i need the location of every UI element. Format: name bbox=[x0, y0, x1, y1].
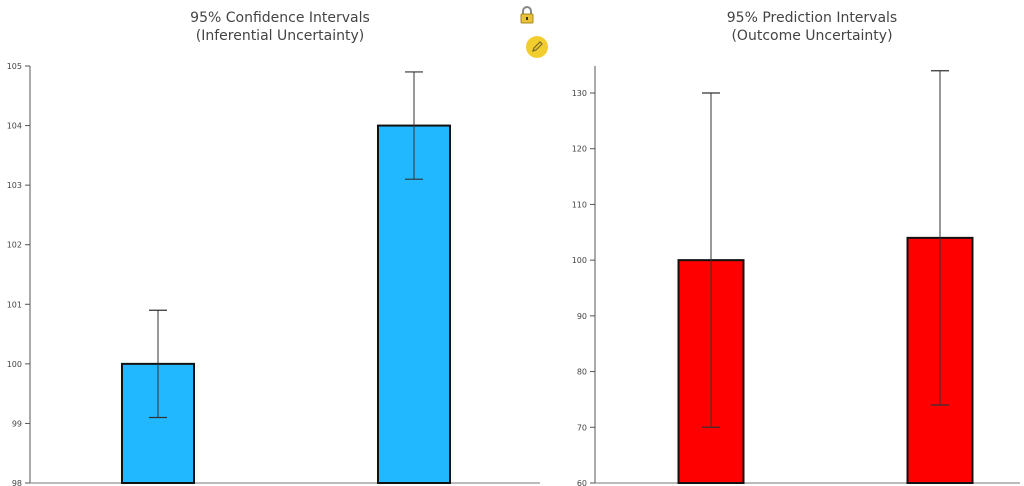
y-tick-label: 110 bbox=[572, 200, 587, 209]
bar bbox=[377, 124, 451, 484]
chart-title: 95% Confidence Intervals bbox=[190, 10, 370, 26]
y-tick-label: 104 bbox=[7, 122, 22, 131]
y-tick-label: 100 bbox=[7, 360, 22, 369]
y-tick-label: 105 bbox=[7, 62, 22, 71]
y-tick-label: 102 bbox=[7, 241, 22, 250]
pencil-icon[interactable] bbox=[526, 36, 548, 58]
y-tick-label: 120 bbox=[572, 145, 587, 154]
y-tick-label: 101 bbox=[7, 300, 22, 309]
y-tick-label: 98 bbox=[12, 479, 22, 486]
y-tick-label: 103 bbox=[7, 181, 22, 190]
y-tick-label: 60 bbox=[577, 479, 587, 486]
y-tick-label: 80 bbox=[577, 368, 587, 377]
y-tick-label: 100 bbox=[572, 256, 587, 265]
chart-title: (Inferential Uncertainty) bbox=[196, 28, 365, 44]
chart-title: (Outcome Uncertainty) bbox=[731, 28, 892, 44]
y-tick-label: 90 bbox=[577, 312, 587, 321]
y-tick-label: 99 bbox=[12, 419, 22, 428]
y-tick-label: 70 bbox=[577, 423, 587, 432]
chart-title: 95% Prediction Intervals bbox=[727, 10, 897, 26]
lock-icon[interactable] bbox=[519, 6, 535, 24]
y-tick-label: 130 bbox=[572, 89, 587, 98]
